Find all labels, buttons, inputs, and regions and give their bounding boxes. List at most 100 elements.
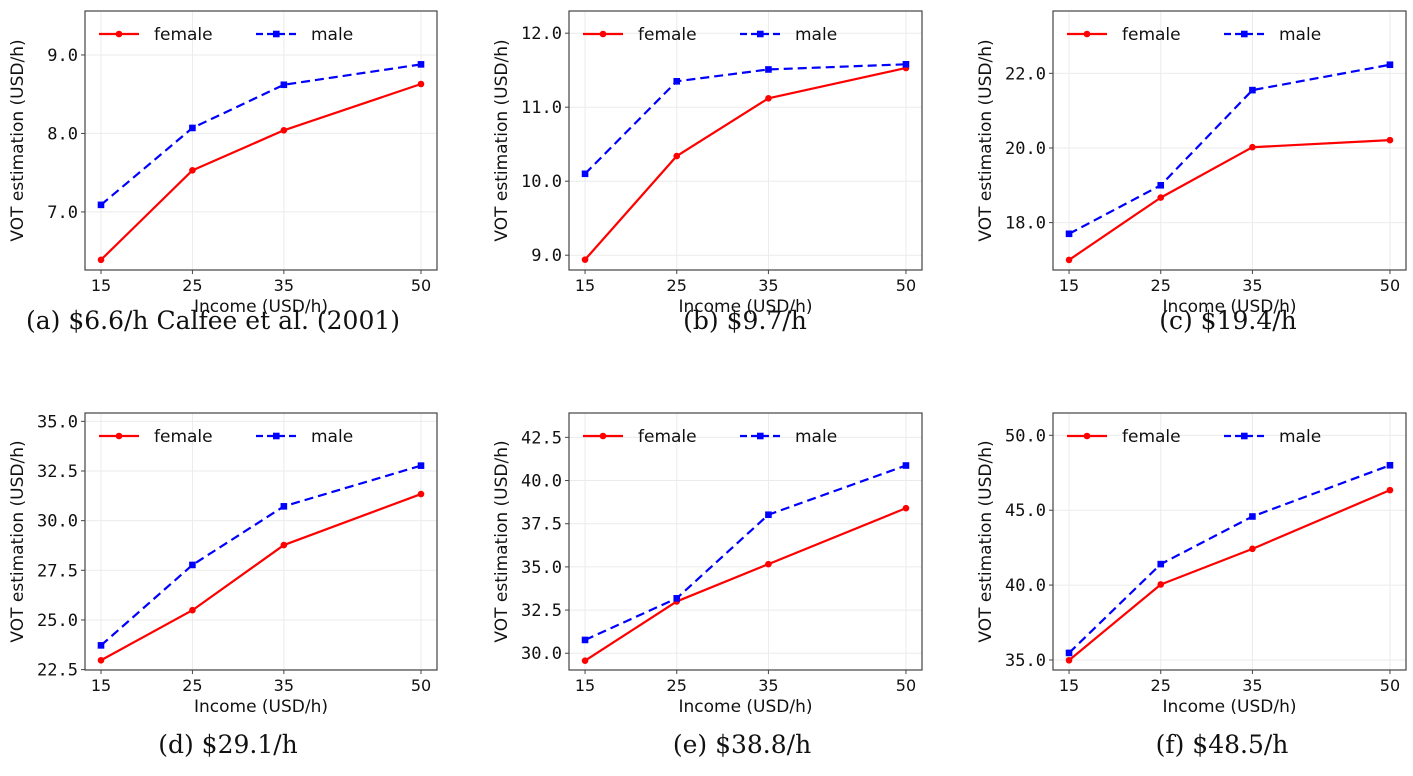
data-point-female bbox=[1386, 136, 1394, 144]
y-tick-label: 40.0 bbox=[1005, 576, 1046, 596]
legend-label-female: female bbox=[638, 25, 697, 45]
data-point-male bbox=[765, 66, 772, 73]
data-point-female bbox=[673, 152, 681, 160]
data-point-male bbox=[1386, 61, 1394, 69]
x-tick-label: 25 bbox=[182, 676, 202, 695]
legend-marker-male bbox=[757, 30, 764, 38]
data-point-male bbox=[417, 61, 425, 68]
y-axis-label: VOT estimation (USD/h) bbox=[492, 440, 512, 642]
caption-b: (b) $9.7/h bbox=[683, 306, 807, 335]
y-tick-label: 22.0 bbox=[1005, 64, 1046, 84]
data-point-female bbox=[765, 560, 772, 568]
caption-c: (c) $19.4/h bbox=[1159, 306, 1297, 335]
data-point-female bbox=[1157, 194, 1165, 201]
y-axis-label: VOT estimation (USD/h) bbox=[8, 440, 28, 642]
data-point-male bbox=[280, 81, 288, 89]
data-point-male bbox=[673, 78, 681, 85]
legend-marker-male bbox=[757, 432, 764, 440]
x-tick-label: 50 bbox=[896, 276, 916, 295]
data-point-male bbox=[189, 124, 196, 132]
data-point-male bbox=[280, 503, 288, 510]
y-tick-label: 18.0 bbox=[1005, 214, 1046, 234]
plot-frame bbox=[568, 412, 923, 671]
x-tick-label: 15 bbox=[91, 276, 111, 295]
data-point-male bbox=[97, 642, 105, 649]
caption-f: (f) $48.5/h bbox=[1155, 730, 1289, 759]
x-tick-label: 15 bbox=[1059, 276, 1079, 295]
caption-a: (a) $6.6/h Calfee et al. (2001) bbox=[25, 306, 401, 335]
data-point-female bbox=[189, 167, 196, 174]
x-tick-label: 15 bbox=[91, 676, 111, 695]
y-tick-label: 7.0 bbox=[47, 203, 78, 223]
legend: female male bbox=[99, 25, 353, 45]
series-line-male bbox=[100, 464, 422, 647]
x-axis-label: Income (USD/h) bbox=[194, 697, 328, 717]
y-tick-label: 8.0 bbox=[47, 124, 78, 144]
plot-frame bbox=[84, 10, 438, 271]
y-tick-label: 30.0 bbox=[37, 512, 78, 532]
x-tick-label: 50 bbox=[411, 676, 431, 695]
data-point-female bbox=[1065, 656, 1073, 664]
y-tick-label: 9.0 bbox=[47, 46, 78, 66]
data-point-male bbox=[581, 636, 589, 644]
x-tick-label: 35 bbox=[1242, 276, 1262, 295]
legend-marker-female bbox=[599, 30, 607, 38]
x-tick-label: 50 bbox=[411, 276, 431, 295]
legend-label-female: female bbox=[1122, 25, 1181, 45]
y-axis-label: VOT estimation (USD/h) bbox=[976, 39, 996, 241]
x-tick-label: 35 bbox=[1242, 676, 1262, 695]
data-point-female bbox=[280, 541, 288, 549]
data-point-female bbox=[1249, 545, 1256, 553]
y-tick-label: 11.0 bbox=[521, 98, 562, 118]
legend-marker-male bbox=[273, 432, 280, 440]
series-line-female bbox=[1068, 489, 1391, 662]
chart-d: 15 25 35 50 22.5 25.0 27.5 30.0 32.5 35.0 Income (… bbox=[8, 412, 438, 717]
data-point-male bbox=[765, 511, 772, 519]
x-axis-label: Income (USD/h) bbox=[678, 697, 812, 717]
legend-label-male: male bbox=[795, 427, 837, 447]
y-tick-label: 40.0 bbox=[521, 472, 562, 492]
x-tick-label: 25 bbox=[1151, 276, 1171, 295]
plot-area bbox=[1053, 11, 1406, 270]
x-axis-label: Income (USD/h) bbox=[1162, 697, 1296, 717]
x-tick-label: 15 bbox=[1059, 676, 1079, 695]
data-point-female bbox=[97, 656, 105, 664]
data-point-male bbox=[1065, 649, 1073, 657]
x-tick-label: 25 bbox=[667, 276, 687, 295]
x-tick-label: 25 bbox=[182, 276, 202, 295]
plot-frame bbox=[1052, 412, 1407, 671]
data-point-male bbox=[1249, 513, 1256, 520]
data-point-female bbox=[1157, 581, 1165, 588]
plot-area bbox=[85, 413, 437, 670]
x-tick-label: 50 bbox=[896, 676, 916, 695]
data-point-male bbox=[581, 170, 589, 178]
data-point-female bbox=[581, 256, 589, 263]
y-tick-label: 32.5 bbox=[521, 601, 562, 621]
data-point-female bbox=[417, 80, 425, 88]
data-point-male bbox=[1157, 181, 1165, 189]
series-line-male bbox=[1068, 464, 1391, 654]
legend-marker-male bbox=[1241, 30, 1248, 38]
series-line-female bbox=[1068, 139, 1391, 261]
legend-marker-female bbox=[115, 432, 123, 440]
y-tick-label: 42.5 bbox=[521, 428, 562, 448]
legend: female male bbox=[99, 427, 353, 447]
x-tick-label: 35 bbox=[758, 276, 778, 295]
x-axis-label: Income (USD/h) bbox=[678, 297, 812, 317]
x-tick-label: 25 bbox=[667, 676, 687, 695]
y-tick-label: 37.5 bbox=[521, 515, 562, 535]
series-line-male bbox=[584, 63, 906, 175]
legend-marker-female bbox=[599, 432, 607, 440]
series-line-female bbox=[100, 493, 422, 662]
legend: female male bbox=[583, 25, 837, 45]
y-axis-label: VOT estimation (USD/h) bbox=[8, 39, 28, 241]
legend-label-female: female bbox=[154, 25, 213, 45]
y-tick-label: 35.0 bbox=[37, 412, 78, 432]
legend: female male bbox=[1067, 427, 1321, 447]
data-point-female bbox=[1249, 143, 1256, 151]
data-point-male bbox=[1249, 86, 1256, 94]
data-point-female bbox=[1386, 486, 1394, 494]
data-point-male bbox=[189, 561, 196, 569]
legend-marker-female bbox=[115, 30, 123, 38]
chart-e: 15 25 35 50 30.0 32.5 35.0 37.5 40.0 42.5 Income (… bbox=[492, 412, 923, 717]
